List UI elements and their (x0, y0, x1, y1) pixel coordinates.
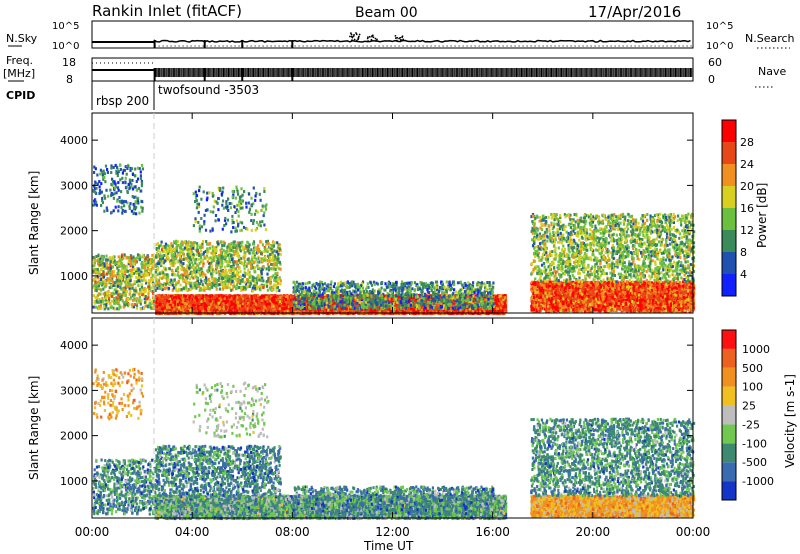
cpid-segment-1: rbsp 200 (96, 94, 149, 108)
nsky-burst-point (371, 35, 373, 37)
radar-summary-plot: Rankin Inlet (fitACF) Beam 00 17/Apr/201… (0, 0, 800, 554)
nave-tick-bottom: 0 (708, 73, 715, 86)
nsky-burst-point (395, 37, 397, 39)
nave-label: Nave (758, 65, 786, 78)
station-title: Rankin Inlet (fitACF) (92, 2, 242, 20)
nave-tick-top: 60 (708, 56, 722, 69)
nsky-burst-point (356, 33, 358, 35)
nsky-burst-point (367, 38, 369, 40)
nsky-burst-point (367, 40, 369, 42)
nsky-panel: N.Sky 10^5 10^0 N.Search 10^5 10^0 (6, 21, 795, 52)
nsky-burst-point (399, 37, 401, 39)
beam-title: Beam 00 (355, 5, 418, 21)
date-title: 17/Apr/2016 (588, 3, 681, 21)
nsky-burst-point (395, 35, 397, 37)
nsky-tick-bottom: 10^0 (52, 41, 79, 52)
nsky-burst-point (357, 37, 359, 39)
nsky-burst-point (373, 36, 375, 38)
nsky-burst-point (369, 36, 371, 38)
nsky-traces (92, 32, 693, 48)
nsky-burst-point (354, 39, 356, 41)
nsky-burst-point (359, 34, 361, 36)
nsky-label: N.Sky (6, 32, 38, 45)
nsky-frame (92, 21, 693, 48)
power-scatter (92, 163, 695, 315)
cpid-segment-2: twofsound -3503 (158, 83, 259, 97)
freq-label: Freq. (6, 54, 33, 67)
freq-tick-top: 18 (62, 56, 76, 69)
nsky-burst-point (401, 36, 403, 38)
nsky-burst-point (375, 38, 377, 40)
freq-panel: Freq. [MHz] 18 8 Nave 60 0 CPID rbsp 200… (3, 54, 786, 110)
nsky-trace (155, 41, 691, 43)
nsky-burst-point (350, 32, 352, 34)
nsky-tick-top: 10^5 (52, 21, 79, 32)
nsearch-tick-bottom: 10^0 (706, 41, 733, 52)
nsearch-label: N.Search (745, 32, 795, 45)
nsky-burst-point (351, 39, 353, 41)
nsky-burst-point (352, 37, 354, 39)
nsky-burst-point (400, 39, 402, 41)
nsky-burst-point (353, 34, 355, 36)
cpid-label: CPID (6, 89, 35, 102)
nsky-burst-point (376, 39, 378, 41)
cpid-row: rbsp 200 twofsound -3503 (92, 81, 259, 110)
nsky-burst-point (396, 40, 398, 42)
freq-tick-bottom: 8 (66, 73, 73, 86)
freq-traces (92, 63, 692, 81)
nsearch-tick-top: 10^5 (706, 21, 733, 32)
nsky-burst-point (371, 39, 373, 41)
nsky-burst-point (349, 36, 351, 38)
freq-unit: [MHz] (3, 67, 35, 80)
